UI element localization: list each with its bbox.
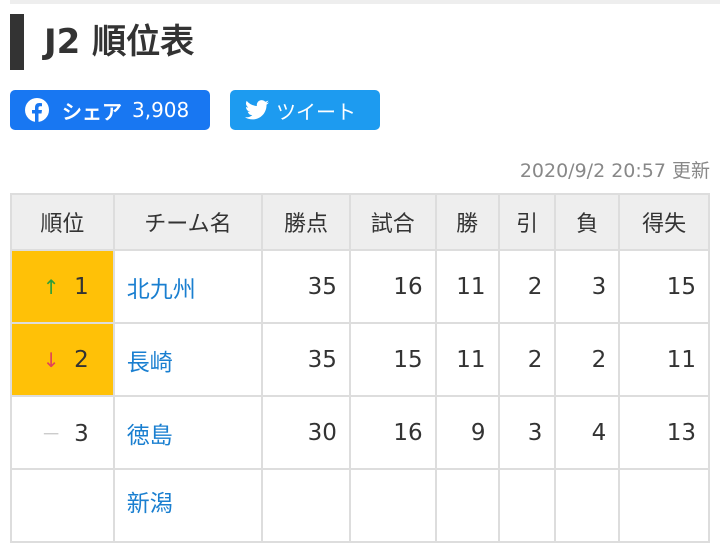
header-goal-diff: 得失 bbox=[618, 193, 710, 251]
played bbox=[348, 468, 437, 543]
arrow-down-icon: ↓ bbox=[42, 347, 60, 372]
table-row: ↑ 1 北九州 35 16 11 2 3 15 bbox=[10, 249, 710, 324]
wins: 9 bbox=[434, 395, 500, 470]
facebook-icon bbox=[24, 97, 50, 123]
header-rank: 順位 bbox=[10, 193, 115, 251]
table-row: 新潟 bbox=[10, 468, 710, 543]
goal-diff bbox=[618, 468, 710, 543]
rank-cell bbox=[10, 468, 115, 543]
goal-diff: 11 bbox=[618, 322, 710, 397]
page-title: J2 順位表 bbox=[10, 14, 194, 70]
rank: 1 bbox=[74, 273, 89, 300]
played: 16 bbox=[348, 395, 437, 470]
tweet-button[interactable]: ツイート bbox=[230, 90, 380, 130]
header-wins: 勝 bbox=[434, 193, 500, 251]
header-played: 試合 bbox=[348, 193, 437, 251]
played: 16 bbox=[348, 249, 437, 324]
table-row: － 3 徳島 30 16 9 3 4 13 bbox=[10, 395, 710, 470]
rank-cell: ↓ 2 bbox=[10, 322, 115, 397]
table-row: ↓ 2 長崎 35 15 11 2 2 11 bbox=[10, 322, 710, 397]
draws: 2 bbox=[497, 322, 557, 397]
points: 35 bbox=[261, 322, 351, 397]
draws bbox=[497, 468, 557, 543]
share-count: 3,908 bbox=[132, 98, 190, 122]
team-link[interactable]: 長崎 bbox=[112, 322, 264, 397]
wins bbox=[434, 468, 500, 543]
facebook-share-button[interactable]: シェア 3,908 bbox=[10, 90, 210, 130]
points: 30 bbox=[261, 395, 351, 470]
losses bbox=[554, 468, 621, 543]
top-divider bbox=[10, 0, 720, 4]
header-points: 勝点 bbox=[261, 193, 351, 251]
goal-diff: 15 bbox=[618, 249, 710, 324]
tweet-label: ツイート bbox=[276, 99, 356, 124]
share-label: シェア bbox=[62, 99, 122, 124]
header-team: チーム名 bbox=[112, 193, 264, 251]
team-link[interactable]: 徳島 bbox=[112, 395, 264, 470]
goal-diff: 13 bbox=[618, 395, 710, 470]
team-link[interactable]: 北九州 bbox=[112, 249, 264, 324]
updated-timestamp: 2020/9/2 20:57 更新 bbox=[519, 160, 710, 182]
draws: 2 bbox=[497, 249, 557, 324]
rank-cell: ↑ 1 bbox=[10, 249, 115, 324]
rank-cell: － 3 bbox=[10, 395, 115, 470]
rank: 2 bbox=[74, 346, 89, 373]
arrow-up-icon: ↑ bbox=[42, 274, 60, 299]
no-change-icon: － bbox=[41, 422, 62, 446]
header-losses: 負 bbox=[554, 193, 621, 251]
wins: 11 bbox=[434, 322, 500, 397]
team-name: 新潟 bbox=[126, 491, 173, 517]
points: 35 bbox=[261, 249, 351, 324]
losses: 2 bbox=[554, 322, 621, 397]
wins: 11 bbox=[434, 249, 500, 324]
twitter-bird-icon bbox=[244, 97, 270, 123]
points bbox=[261, 468, 351, 543]
rank: 3 bbox=[74, 421, 89, 447]
team-link[interactable]: 新潟 bbox=[112, 468, 264, 543]
losses: 4 bbox=[554, 395, 621, 470]
draws: 3 bbox=[497, 395, 557, 470]
header-draws: 引 bbox=[497, 193, 557, 251]
losses: 3 bbox=[554, 249, 621, 324]
played: 15 bbox=[348, 322, 437, 397]
table-header-row: 順位 チーム名 勝点 試合 勝 引 負 得失 bbox=[10, 193, 710, 251]
